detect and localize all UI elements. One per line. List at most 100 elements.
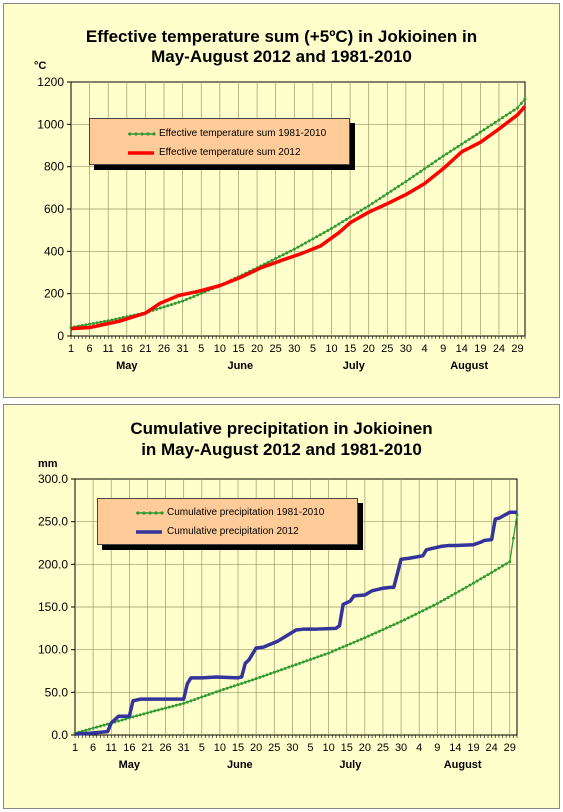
x-tick-label: 25: [270, 343, 282, 355]
data-point-normal: [124, 717, 128, 721]
data-point-normal: [344, 217, 348, 221]
x-tick-label: 14: [449, 742, 461, 754]
series-line-2012: [74, 510, 517, 736]
data-point-normal: [432, 603, 436, 607]
data-point-normal: [116, 719, 120, 723]
data-point-normal: [486, 573, 490, 577]
temperature-chart-panel: Effective temperature sum (+5ºC) in Joki…: [3, 3, 560, 398]
data-point-normal: [158, 306, 162, 310]
legend-line-normal: [128, 132, 156, 136]
data-point-normal: [322, 231, 326, 235]
x-tick-label: 6: [90, 742, 96, 754]
data-point-normal: [173, 301, 177, 305]
data-point-normal: [467, 137, 471, 141]
data-point-normal: [463, 140, 467, 144]
data-point-normal: [374, 199, 378, 203]
data-point-normal: [319, 654, 323, 658]
data-point-normal: [84, 728, 88, 732]
data-point-normal: [396, 184, 400, 188]
data-point-normal: [305, 659, 309, 663]
data-point-normal: [303, 241, 307, 245]
data-point-normal: [464, 585, 468, 589]
x-tick-label: 16: [121, 343, 133, 355]
data-point-normal: [482, 575, 486, 579]
data-point-normal: [185, 700, 189, 704]
x-tick-label: 25: [377, 742, 389, 754]
x-tick-label: 30: [400, 343, 412, 355]
x-tick-label: 5: [307, 742, 313, 754]
x-tick-label: 31: [177, 343, 189, 355]
data-point-normal: [490, 123, 494, 127]
data-point-normal: [193, 698, 197, 702]
data-point-normal: [106, 319, 110, 323]
chart-title-line2: May-August 2012 and 1981-2010: [151, 47, 412, 66]
data-point-normal: [203, 694, 207, 698]
x-tick-label: 19: [467, 742, 479, 754]
data-point-normal: [359, 637, 363, 641]
data-point-normal: [435, 602, 439, 606]
data-point-normal: [308, 657, 312, 661]
data-point-normal: [486, 125, 490, 129]
data-point-normal: [341, 220, 345, 224]
data-point-normal: [359, 208, 363, 212]
y-tick-label: 250.0: [38, 515, 68, 529]
data-point-normal: [443, 597, 447, 601]
data-point-normal: [475, 133, 479, 137]
data-point-normal: [117, 316, 121, 320]
data-point-normal: [393, 187, 397, 191]
data-point-normal: [106, 722, 110, 726]
data-point-normal: [333, 224, 337, 228]
data-point-normal: [156, 708, 160, 712]
data-point-normal: [479, 577, 483, 581]
data-point-normal: [388, 624, 392, 628]
data-point-normal: [395, 621, 399, 625]
data-point-normal: [472, 581, 476, 585]
x-tick-label: 29: [504, 742, 516, 754]
y-tick-label: 1200: [37, 75, 64, 89]
y-tick-label: 100.0: [38, 643, 68, 657]
x-tick-label: 26: [158, 343, 170, 355]
data-point-normal: [516, 106, 520, 110]
data-point-normal: [95, 321, 99, 325]
data-point-normal: [417, 611, 421, 615]
data-point-normal: [311, 237, 315, 241]
y-tick-label: 0: [57, 329, 64, 343]
data-point-normal: [298, 661, 302, 665]
data-point-normal: [445, 152, 449, 156]
x-tick-label: 6: [87, 343, 93, 355]
data-point-normal: [287, 665, 291, 669]
x-tick-label: 25: [381, 343, 393, 355]
data-point-normal: [251, 678, 255, 682]
x-tick-label: 30: [288, 343, 300, 355]
data-point-normal: [312, 656, 316, 660]
data-point-normal: [174, 703, 178, 707]
temperature-plot: 1 6 11 16 21 26 31 5 10 15 20 25 30 5 10 15 20 25 30 4 9 14 19…: [37, 75, 527, 372]
data-point-normal: [374, 631, 378, 635]
data-point-normal: [456, 145, 460, 149]
data-point-normal: [337, 646, 341, 650]
data-point-normal: [334, 648, 338, 652]
legend: Effective temperature sum 1981-2010 Effe…: [89, 118, 350, 165]
data-point-normal: [196, 293, 200, 297]
data-point-normal: [519, 101, 523, 105]
legend: Cumulative precipitation 1981-2010 Cumul…: [97, 498, 358, 545]
data-point-normal: [138, 713, 142, 717]
data-point-normal: [508, 111, 512, 115]
data-point-normal: [490, 570, 494, 574]
month-label: August: [444, 759, 482, 771]
data-point-normal: [269, 672, 273, 676]
data-point-normal: [523, 97, 527, 101]
data-point-normal: [277, 255, 281, 259]
series-line-2012: [70, 105, 527, 331]
data-point-normal: [292, 247, 296, 251]
x-tick-label: 15: [232, 742, 244, 754]
data-point-normal: [504, 562, 508, 566]
data-point-normal: [166, 304, 170, 308]
data-point-normal: [102, 723, 106, 727]
data-point-normal: [91, 726, 95, 730]
legend-label-2012: Effective temperature sum 2012: [159, 147, 301, 158]
x-tick-label: 10: [325, 343, 337, 355]
data-point-normal: [345, 643, 349, 647]
data-point-normal: [471, 135, 475, 139]
data-point-normal: [508, 560, 512, 564]
